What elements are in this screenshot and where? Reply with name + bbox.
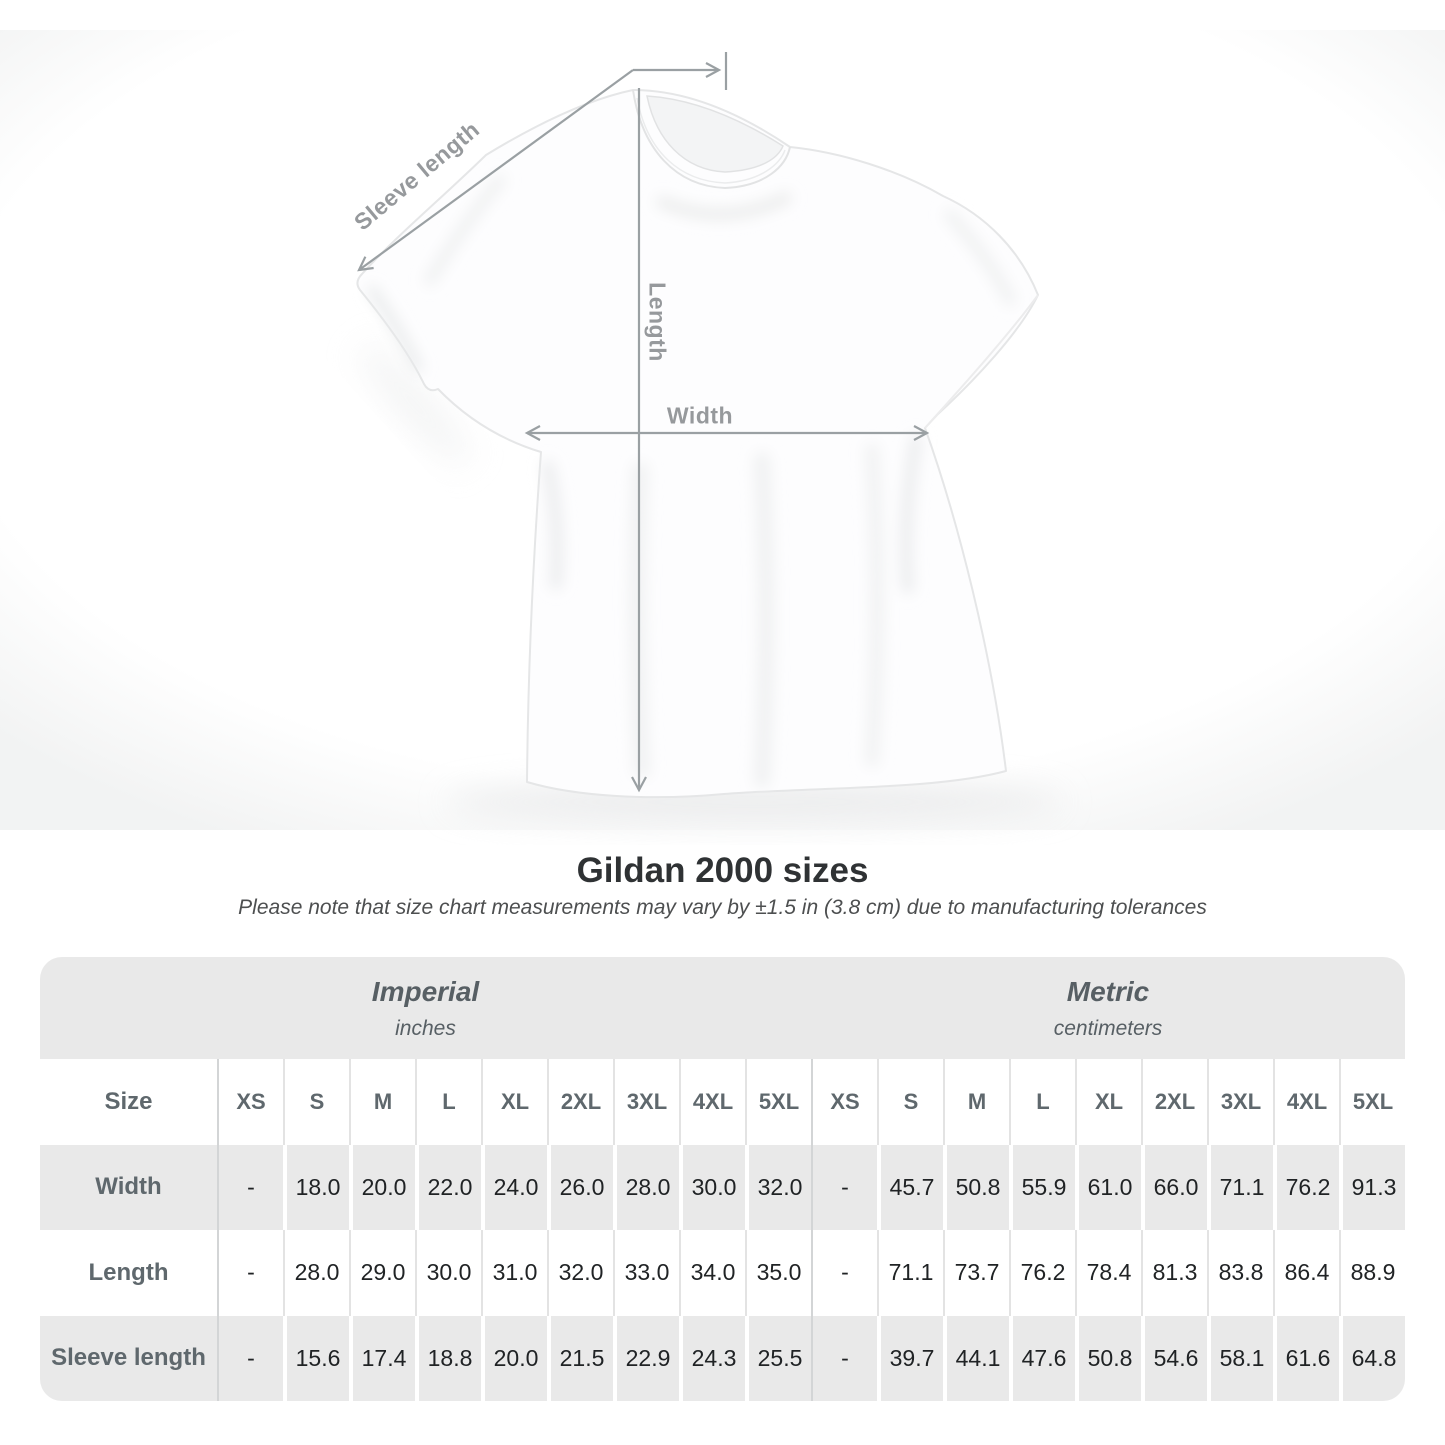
size-header-cell: 3XL (613, 1059, 679, 1145)
measurement-lines (357, 52, 930, 793)
value-cell: 34.0 (679, 1230, 745, 1316)
size-header-cell: M (349, 1059, 415, 1145)
value-cell: 91.3 (1339, 1144, 1405, 1230)
value-cell: 71.1 (1207, 1144, 1273, 1230)
value-cell: 76.2 (1009, 1230, 1075, 1316)
size-header-cell: XL (481, 1059, 547, 1145)
row-label-sleeve-length: Sleeve length (40, 1315, 217, 1401)
value-cell: 32.0 (547, 1230, 613, 1316)
tshirt-shape (356, 89, 1039, 799)
value-cell: 88.9 (1339, 1230, 1405, 1316)
length-annotation-label: Length (644, 282, 671, 362)
size-header-cell: 3XL (1207, 1059, 1273, 1145)
value-cell: 18.8 (415, 1315, 481, 1401)
value-cell: 22.0 (415, 1144, 481, 1230)
size-header-cell: L (415, 1059, 481, 1145)
value-cell: - (811, 1230, 877, 1316)
row-label-length: Length (88, 1258, 169, 1286)
value-cell: 28.0 (613, 1144, 679, 1230)
value-cell: 26.0 (547, 1144, 613, 1230)
sleeve-measure-diagonal (357, 69, 634, 272)
value-cell: 18.0 (283, 1144, 349, 1230)
size-corner-header: Size (104, 1087, 153, 1115)
size-header-cell: XS (217, 1059, 283, 1145)
width-annotation-label: Width (666, 402, 734, 429)
value-cell: 17.4 (349, 1315, 415, 1401)
value-cell: 25.5 (745, 1315, 811, 1401)
value-cell: 33.0 (613, 1230, 679, 1316)
size-header-cell: 5XL (745, 1059, 811, 1145)
value-cell: 50.8 (1075, 1315, 1141, 1401)
value-cell: 61.6 (1273, 1315, 1339, 1401)
value-cell: - (217, 1144, 283, 1230)
tshirt-measurement-diagram: Sleeve length Length Width (0, 30, 1445, 830)
value-cell: 64.8 (1339, 1315, 1405, 1401)
value-cell: 20.0 (349, 1144, 415, 1230)
size-header-cell: XS (811, 1059, 877, 1145)
value-cell: 61.0 (1075, 1144, 1141, 1230)
row-label-width: Width (40, 1144, 217, 1230)
value-cell: 45.7 (877, 1144, 943, 1230)
value-cell: 76.2 (1273, 1144, 1339, 1230)
value-cell: 24.0 (481, 1144, 547, 1230)
value-cell: 66.0 (1141, 1144, 1207, 1230)
value-cell: 35.0 (745, 1230, 811, 1316)
imperial-group-header: Imperial inches (40, 957, 811, 1059)
size-table: Imperial inches Metric centimeters Size … (40, 957, 1405, 1401)
value-cell: 29.0 (349, 1230, 415, 1316)
value-cell: 28.0 (283, 1230, 349, 1316)
tshirt-graphic (0, 30, 1445, 830)
value-cell: 50.8 (943, 1144, 1009, 1230)
value-cell: - (811, 1144, 877, 1230)
value-cell: - (811, 1315, 877, 1401)
value-cell: 73.7 (943, 1230, 1009, 1316)
size-header-cell: 4XL (679, 1059, 745, 1145)
value-cell: 86.4 (1273, 1230, 1339, 1316)
metric-group-title: Metric (1066, 975, 1150, 1007)
value-cell: 55.9 (1009, 1144, 1075, 1230)
page-title: Gildan 2000 sizes (576, 851, 869, 890)
imperial-group-unit: inches (395, 1016, 456, 1040)
value-cell: 24.3 (679, 1315, 745, 1401)
size-header-cell: S (877, 1059, 943, 1145)
size-header-cell: 5XL (1339, 1059, 1405, 1145)
value-cell: 22.9 (613, 1315, 679, 1401)
value-cell: 81.3 (1141, 1230, 1207, 1316)
value-cell: 20.0 (481, 1315, 547, 1401)
size-header-cell: 4XL (1273, 1059, 1339, 1145)
value-cell: 71.1 (877, 1230, 943, 1316)
value-cell: - (217, 1230, 283, 1316)
value-cell: 31.0 (481, 1230, 547, 1316)
value-cell: 47.6 (1009, 1315, 1075, 1401)
size-header-cell: S (283, 1059, 349, 1145)
value-cell: 30.0 (415, 1230, 481, 1316)
metric-group-unit: centimeters (1053, 1016, 1163, 1040)
value-cell: 32.0 (745, 1144, 811, 1230)
metric-group-header: Metric centimeters (811, 957, 1405, 1059)
value-cell: 58.1 (1207, 1315, 1273, 1401)
tolerance-note: Please note that size chart measurements… (238, 896, 1207, 919)
value-cell: 30.0 (679, 1144, 745, 1230)
value-cell: 78.4 (1075, 1230, 1141, 1316)
imperial-group-title: Imperial (371, 975, 480, 1007)
value-cell: 44.1 (943, 1315, 1009, 1401)
size-header-cell: XL (1075, 1059, 1141, 1145)
value-cell: - (217, 1315, 283, 1401)
value-cell: 83.8 (1207, 1230, 1273, 1316)
size-header-cell: 2XL (1141, 1059, 1207, 1145)
value-cell: 15.6 (283, 1315, 349, 1401)
size-header-cell: M (943, 1059, 1009, 1145)
value-cell: 21.5 (547, 1315, 613, 1401)
size-header-cell: L (1009, 1059, 1075, 1145)
value-cell: 39.7 (877, 1315, 943, 1401)
size-header-cell: 2XL (547, 1059, 613, 1145)
value-cell: 54.6 (1141, 1315, 1207, 1401)
